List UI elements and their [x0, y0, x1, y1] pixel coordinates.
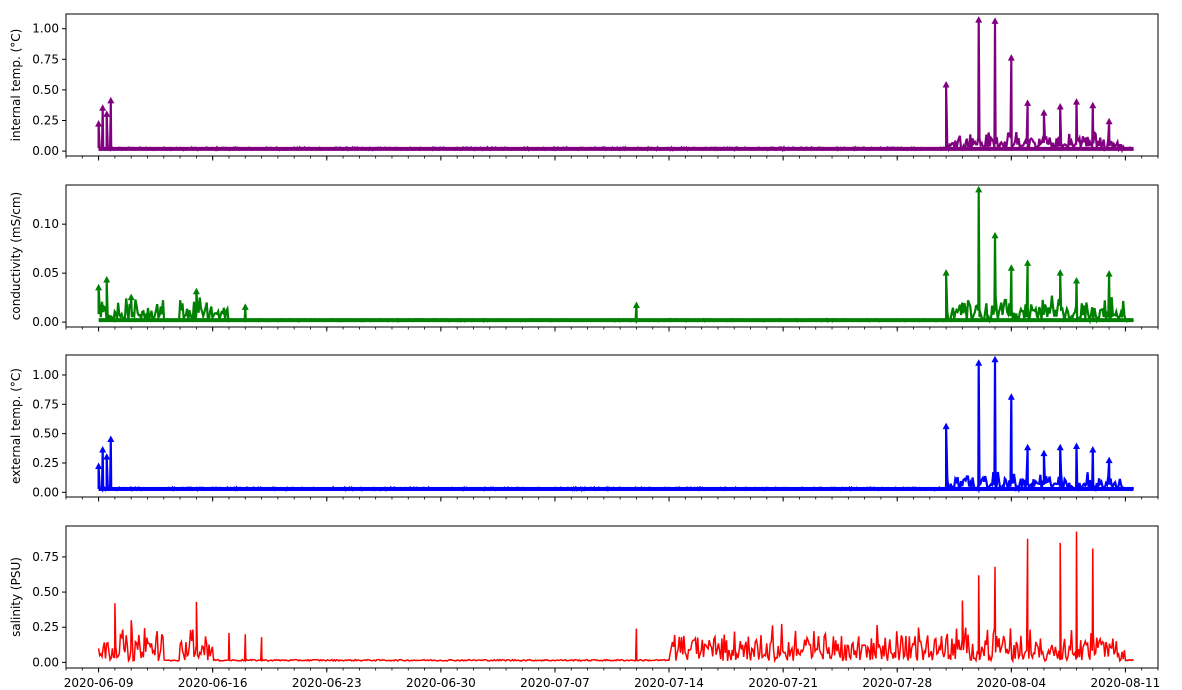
data-point: [1040, 109, 1048, 116]
data-point: [942, 81, 950, 88]
data-point: [1056, 269, 1064, 276]
data-point: [95, 283, 103, 291]
y-tick-label: 0.05: [32, 266, 59, 280]
y-axis-label: external temp. (°C): [9, 368, 23, 484]
axes-frame: [65, 525, 1159, 669]
y-tick-label: 1.00: [32, 22, 59, 36]
data-point: [942, 422, 950, 430]
data-point: [127, 293, 135, 301]
marker-band: [98, 318, 1134, 323]
y-axis-label: salinity (PSU): [9, 557, 23, 637]
y-tick-label: 0.75: [32, 550, 59, 564]
data-point: [1073, 98, 1081, 105]
panel-3: 0.00 0.25 0.50 0.75 1.00 external temp. (°C): [9, 354, 1159, 502]
series-line: [97, 531, 1134, 664]
y-tick-label: 0.75: [32, 397, 59, 411]
data-point: [103, 275, 111, 283]
x-tick-label: 2020-06-16: [178, 676, 248, 690]
data-point: [1007, 54, 1015, 61]
y-tick-label: 1.00: [32, 368, 59, 382]
x-tick-label: 2020-08-11: [1091, 676, 1161, 690]
x-tick-label: 2020-06-09: [64, 676, 134, 690]
data-point: [991, 231, 999, 239]
data-point: [1024, 259, 1032, 266]
y-tick-label: 0.50: [32, 83, 59, 97]
data-point: [99, 446, 107, 453]
data-point: [1007, 264, 1015, 271]
series-line: [97, 20, 1134, 154]
y-tick-label: 0.50: [32, 585, 59, 599]
data-point: [99, 104, 107, 111]
y-tick-label: 0.00: [32, 144, 59, 158]
y-tick-label: 0.00: [32, 485, 59, 499]
data-point: [1105, 456, 1113, 464]
data-point: [1024, 99, 1032, 106]
data-point: [991, 355, 999, 363]
axes-frame: [65, 354, 1159, 498]
data-point: [103, 110, 111, 117]
panel-1: 0.00 0.25 0.50 0.75 1.00 internal temp. (°C): [9, 13, 1159, 161]
series-line: [97, 359, 1135, 494]
data-point: [1056, 103, 1064, 110]
data-point: [107, 435, 115, 442]
x-tick-label: 2020-06-23: [292, 676, 362, 690]
marker-band: [98, 146, 1134, 151]
y-tick-label: 0.25: [32, 114, 59, 128]
y-tick-label: 0.50: [32, 427, 59, 441]
panel-4: 0.00 0.25 0.50 0.75 2020-06-09 2020-06-16 2020…: [9, 525, 1161, 690]
axes-frame: [65, 184, 1159, 328]
y-tick-label: 0.00: [32, 655, 59, 669]
x-tick-label: 2020-07-14: [634, 676, 704, 690]
x-tick-label: 2020-08-04: [976, 676, 1046, 690]
y-tick-label: 0.75: [32, 52, 59, 66]
data-point: [1024, 443, 1032, 451]
data-point: [975, 359, 983, 366]
data-point: [975, 185, 983, 193]
x-tick-label: 2020-07-07: [520, 676, 590, 690]
data-point: [1089, 101, 1097, 109]
data-point: [1040, 449, 1048, 457]
x-tick-label: 2020-07-21: [748, 676, 818, 690]
marker-band: [98, 486, 1134, 491]
data-point: [991, 17, 999, 24]
data-point: [942, 269, 950, 276]
data-point: [95, 120, 103, 127]
data-point: [103, 453, 111, 460]
data-point: [1105, 117, 1113, 125]
x-tick-label: 2020-06-30: [406, 676, 476, 690]
series-line: [97, 189, 1134, 325]
y-tick-label: 0.00: [32, 315, 59, 329]
y-axis-label: internal temp. (°C): [9, 29, 23, 142]
y-axis-label: conductivity (mS/cm): [9, 192, 23, 320]
data-point: [1056, 443, 1064, 451]
data-point: [241, 303, 249, 310]
data-point: [1073, 442, 1081, 450]
data-point: [95, 462, 103, 469]
y-tick-label: 0.25: [32, 620, 59, 634]
y-tick-label: 0.25: [32, 456, 59, 470]
data-point: [1089, 446, 1097, 453]
y-tick-label: 0.10: [32, 217, 59, 231]
data-point: [107, 96, 115, 104]
data-point: [632, 301, 640, 308]
data-point: [192, 287, 200, 295]
data-point: [975, 16, 983, 23]
data-point: [1073, 276, 1081, 284]
data-point: [1007, 393, 1015, 400]
panel-2: 0.00 0.05 0.10 conductivity (mS/cm): [9, 184, 1159, 332]
axes-frame: [65, 13, 1159, 157]
data-point: [1105, 270, 1113, 277]
x-tick-label: 2020-07-28: [862, 676, 932, 690]
